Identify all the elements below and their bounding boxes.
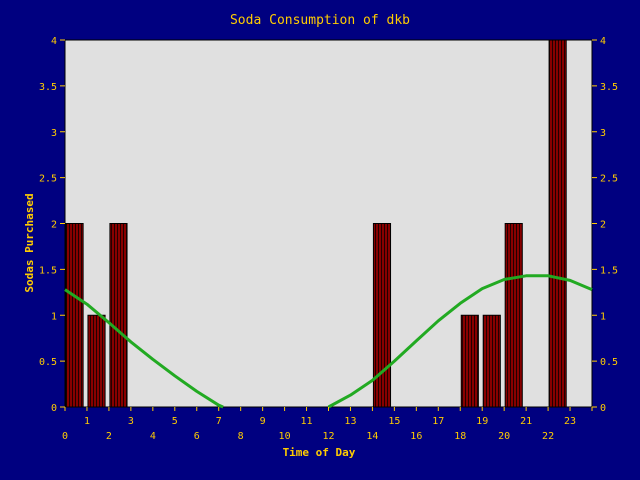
x-tick-label-odd: 1 (84, 416, 90, 427)
x-tick-label-odd: 3 (128, 416, 134, 427)
x-tick-label-even: 22 (542, 431, 554, 442)
x-tick-label-odd: 13 (344, 416, 356, 427)
x-axis-label: Time of Day (283, 446, 356, 459)
y-tick-label-right: 2 (600, 220, 606, 231)
x-tick-label-even: 12 (322, 431, 334, 442)
plot-area (64, 39, 593, 408)
y-tick-label-right: 3 (600, 128, 606, 139)
bar-hour-18 (460, 314, 479, 408)
y-tick-label-right: 0.5 (600, 357, 618, 368)
trend-line-afternoon (327, 274, 593, 409)
y-tick-label-left: 1.5 (39, 265, 57, 276)
y-tick-label-left: 1 (51, 311, 57, 322)
y-tick-label-left: 2.5 (39, 174, 57, 185)
x-tick-label-even: 18 (454, 431, 466, 442)
y-tick-label-left: 3.5 (39, 82, 57, 93)
y-tick-label-right: 1.5 (600, 265, 618, 276)
bar-hour-0 (65, 223, 84, 408)
y-tick-label-right: 0 (600, 403, 606, 414)
y-tick-label-left: 0 (51, 403, 57, 414)
bar-hour-14 (372, 223, 392, 408)
y-tick-label-right: 2.5 (600, 174, 618, 185)
y-tick-label-left: 0.5 (39, 357, 57, 368)
bar-hour-2 (109, 223, 128, 408)
trend-line-morning (64, 288, 224, 409)
y-tick-label-left: 3 (51, 128, 57, 139)
x-tick-label-even: 10 (279, 431, 291, 442)
x-tick-label-odd: 23 (564, 416, 576, 427)
ticks-group: 0 00.5 0.51 11.5 1.52 22.5 2.53 33.5 3.54 40 2 4 6 8 1… (39, 36, 618, 442)
x-tick-label-odd: 5 (172, 416, 178, 427)
x-tick-label-odd: 7 (216, 416, 222, 427)
y-tick-label-left: 4 (51, 36, 57, 47)
bar-hour-22 (548, 39, 567, 408)
x-tick-label-even: 20 (498, 431, 510, 442)
x-tick-label-odd: 9 (260, 416, 266, 427)
chart-title: Soda Consumption of dkb (230, 13, 410, 28)
bar-hour-20 (504, 223, 523, 408)
x-tick-label-even: 4 (150, 431, 156, 442)
x-tick-label-odd: 21 (520, 416, 532, 427)
y-tick-label-right: 3.5 (600, 82, 618, 93)
x-tick-label-even: 14 (366, 431, 378, 442)
x-tick-label-odd: 11 (301, 416, 313, 427)
y-tick-label-left: 2 (51, 220, 57, 231)
x-tick-label-even: 16 (410, 431, 422, 442)
y-axis-label: Sodas Purchased (23, 193, 36, 292)
x-tick-label-odd: 15 (388, 416, 400, 427)
y-tick-label-right: 1 (600, 311, 606, 322)
x-tick-label-odd: 19 (476, 416, 488, 427)
x-tick-label-odd: 17 (432, 416, 444, 427)
x-tick-label-even: 6 (194, 431, 200, 442)
bar-hour-19 (482, 314, 501, 408)
trend-group (64, 274, 593, 409)
bar-hour-1 (87, 314, 106, 408)
x-tick-label-even: 0 (62, 431, 68, 442)
y-tick-label-right: 4 (600, 36, 606, 47)
bars-group (65, 39, 567, 408)
x-tick-label-even: 8 (238, 431, 244, 442)
x-tick-label-even: 2 (106, 431, 112, 442)
